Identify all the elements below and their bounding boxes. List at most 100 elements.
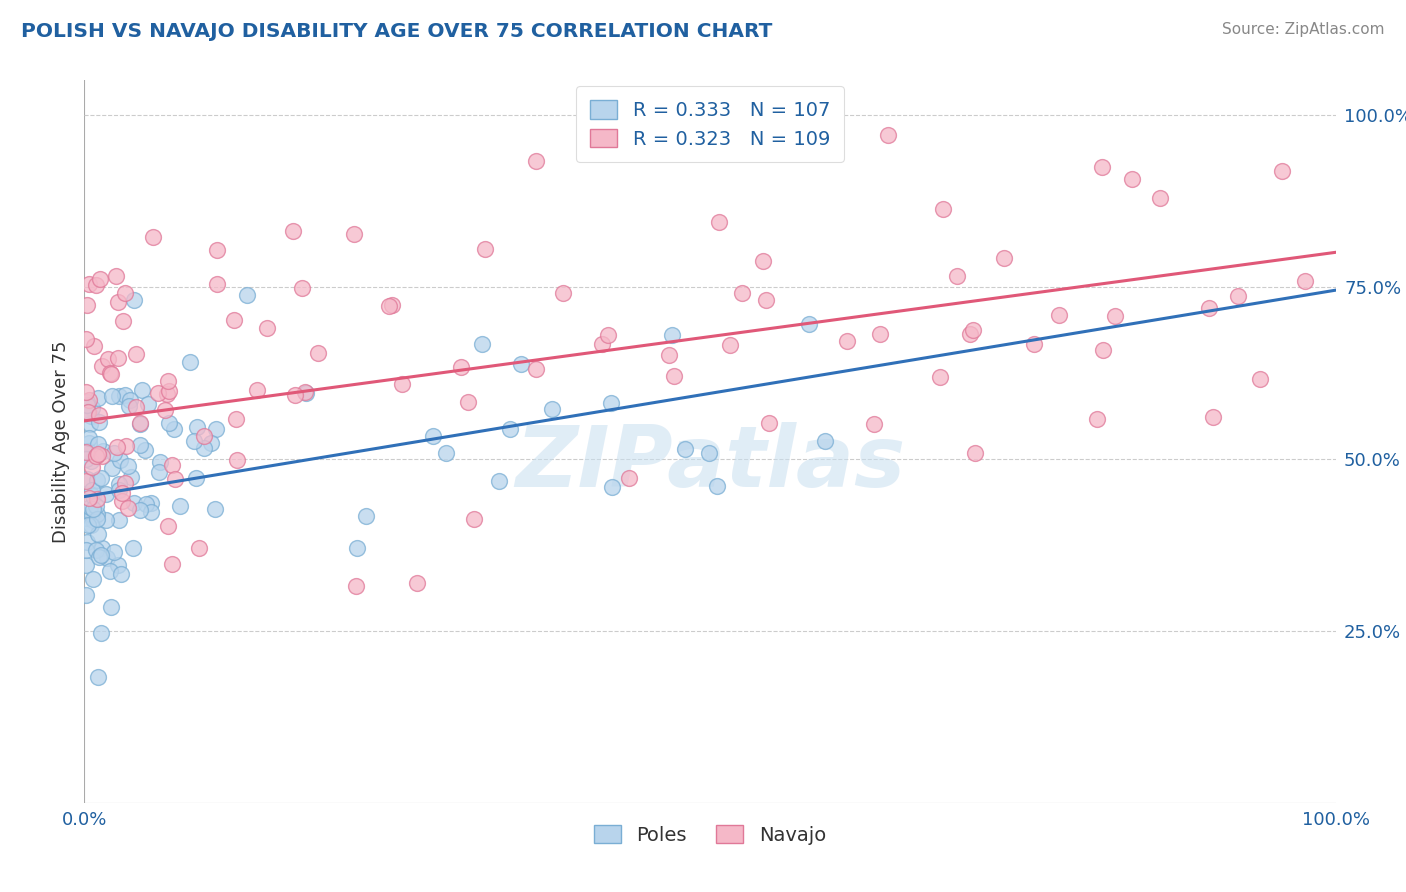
Point (225, 412, 247, 426)
Point (98, 565, 121, 579)
Point (107, 483, 129, 498)
Point (457, 395, 479, 409)
Point (82, 513, 104, 527)
Point (76, 298, 98, 312)
Point (83, 339, 105, 353)
Point (450, 360, 472, 375)
Point (246, 383, 269, 397)
Point (80, 409, 103, 423)
Point (697, 446, 720, 460)
Point (120, 470, 142, 484)
Point (186, 419, 208, 434)
Point (76, 398, 98, 412)
Point (108, 452, 131, 467)
Y-axis label: Disability Age Over 75: Disability Age Over 75 (52, 340, 70, 543)
Point (658, 348, 681, 362)
Point (84, 542, 107, 557)
Point (91, 443, 114, 458)
Point (157, 374, 180, 388)
Point (162, 458, 184, 473)
Point (100, 600, 122, 615)
Point (131, 384, 153, 398)
Point (86, 492, 108, 507)
Point (76, 405, 98, 419)
Point (814, 434, 837, 448)
Point (91, 359, 114, 373)
Point (75, 542, 97, 557)
Point (80, 518, 103, 533)
Point (90, 626, 112, 640)
Point (114, 387, 136, 401)
Point (122, 293, 145, 308)
Point (79, 393, 101, 408)
Point (344, 579, 367, 593)
Point (1271, 163, 1294, 178)
Text: Source: ZipAtlas.com: Source: ZipAtlas.com (1222, 22, 1385, 37)
Point (76, 332, 98, 346)
Point (112, 314, 135, 328)
Point (959, 326, 981, 341)
Point (157, 384, 180, 399)
Point (79, 417, 101, 431)
Point (75, 589, 97, 603)
Point (107, 558, 129, 572)
Point (1294, 274, 1316, 288)
Point (101, 461, 124, 475)
Text: POLISH VS NAVAJO DISABILITY AGE OVER 75 CORRELATION CHART: POLISH VS NAVAJO DISABILITY AGE OVER 75 … (21, 22, 772, 41)
Point (524, 153, 547, 168)
Point (108, 476, 131, 491)
Point (86, 473, 108, 487)
Point (104, 268, 127, 283)
Point (103, 446, 125, 460)
Point (122, 496, 145, 510)
Point (835, 334, 858, 348)
Point (1104, 309, 1126, 323)
Point (75, 475, 97, 489)
Point (755, 293, 778, 308)
Point (153, 403, 176, 417)
Point (1226, 289, 1249, 303)
Point (619, 471, 641, 485)
Point (110, 486, 132, 500)
Point (96, 550, 118, 565)
Point (75, 445, 97, 459)
Point (129, 416, 152, 430)
Point (87, 391, 110, 405)
Point (600, 480, 623, 494)
Point (797, 317, 820, 331)
Point (731, 285, 754, 300)
Point (142, 230, 165, 244)
Point (406, 575, 429, 590)
Point (86, 512, 108, 526)
Point (108, 390, 131, 404)
Point (90, 471, 112, 485)
Point (343, 227, 366, 241)
Point (1149, 191, 1171, 205)
Point (114, 476, 136, 491)
Point (135, 497, 157, 511)
Point (932, 202, 955, 216)
Point (87, 447, 110, 461)
Point (82, 573, 104, 587)
Point (169, 499, 191, 513)
Point (205, 243, 228, 257)
Point (82, 502, 104, 516)
Point (94, 486, 117, 500)
Point (107, 351, 129, 365)
Point (136, 397, 159, 411)
Point (90, 548, 112, 562)
Point (1249, 372, 1271, 386)
Point (499, 422, 522, 436)
Point (205, 421, 228, 435)
Point (1047, 308, 1070, 322)
Point (97, 351, 120, 366)
Point (596, 327, 619, 342)
Point (945, 268, 967, 283)
Point (107, 513, 129, 527)
Point (89, 271, 111, 285)
Point (541, 402, 564, 417)
Point (94, 513, 117, 527)
Point (79, 491, 101, 506)
Point (157, 518, 180, 533)
Point (87, 670, 110, 684)
